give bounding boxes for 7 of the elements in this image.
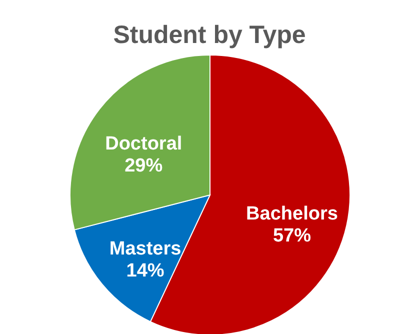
data-label: 57%: [272, 225, 312, 246]
slice-label: Bachelors: [246, 203, 338, 224]
slice-label: Masters: [109, 238, 182, 260]
slice-label: Doctoral: [105, 134, 182, 155]
chart-title: Student by Type: [113, 21, 306, 49]
data-label: 14%: [126, 260, 164, 282]
data-label: 29%: [124, 156, 163, 177]
